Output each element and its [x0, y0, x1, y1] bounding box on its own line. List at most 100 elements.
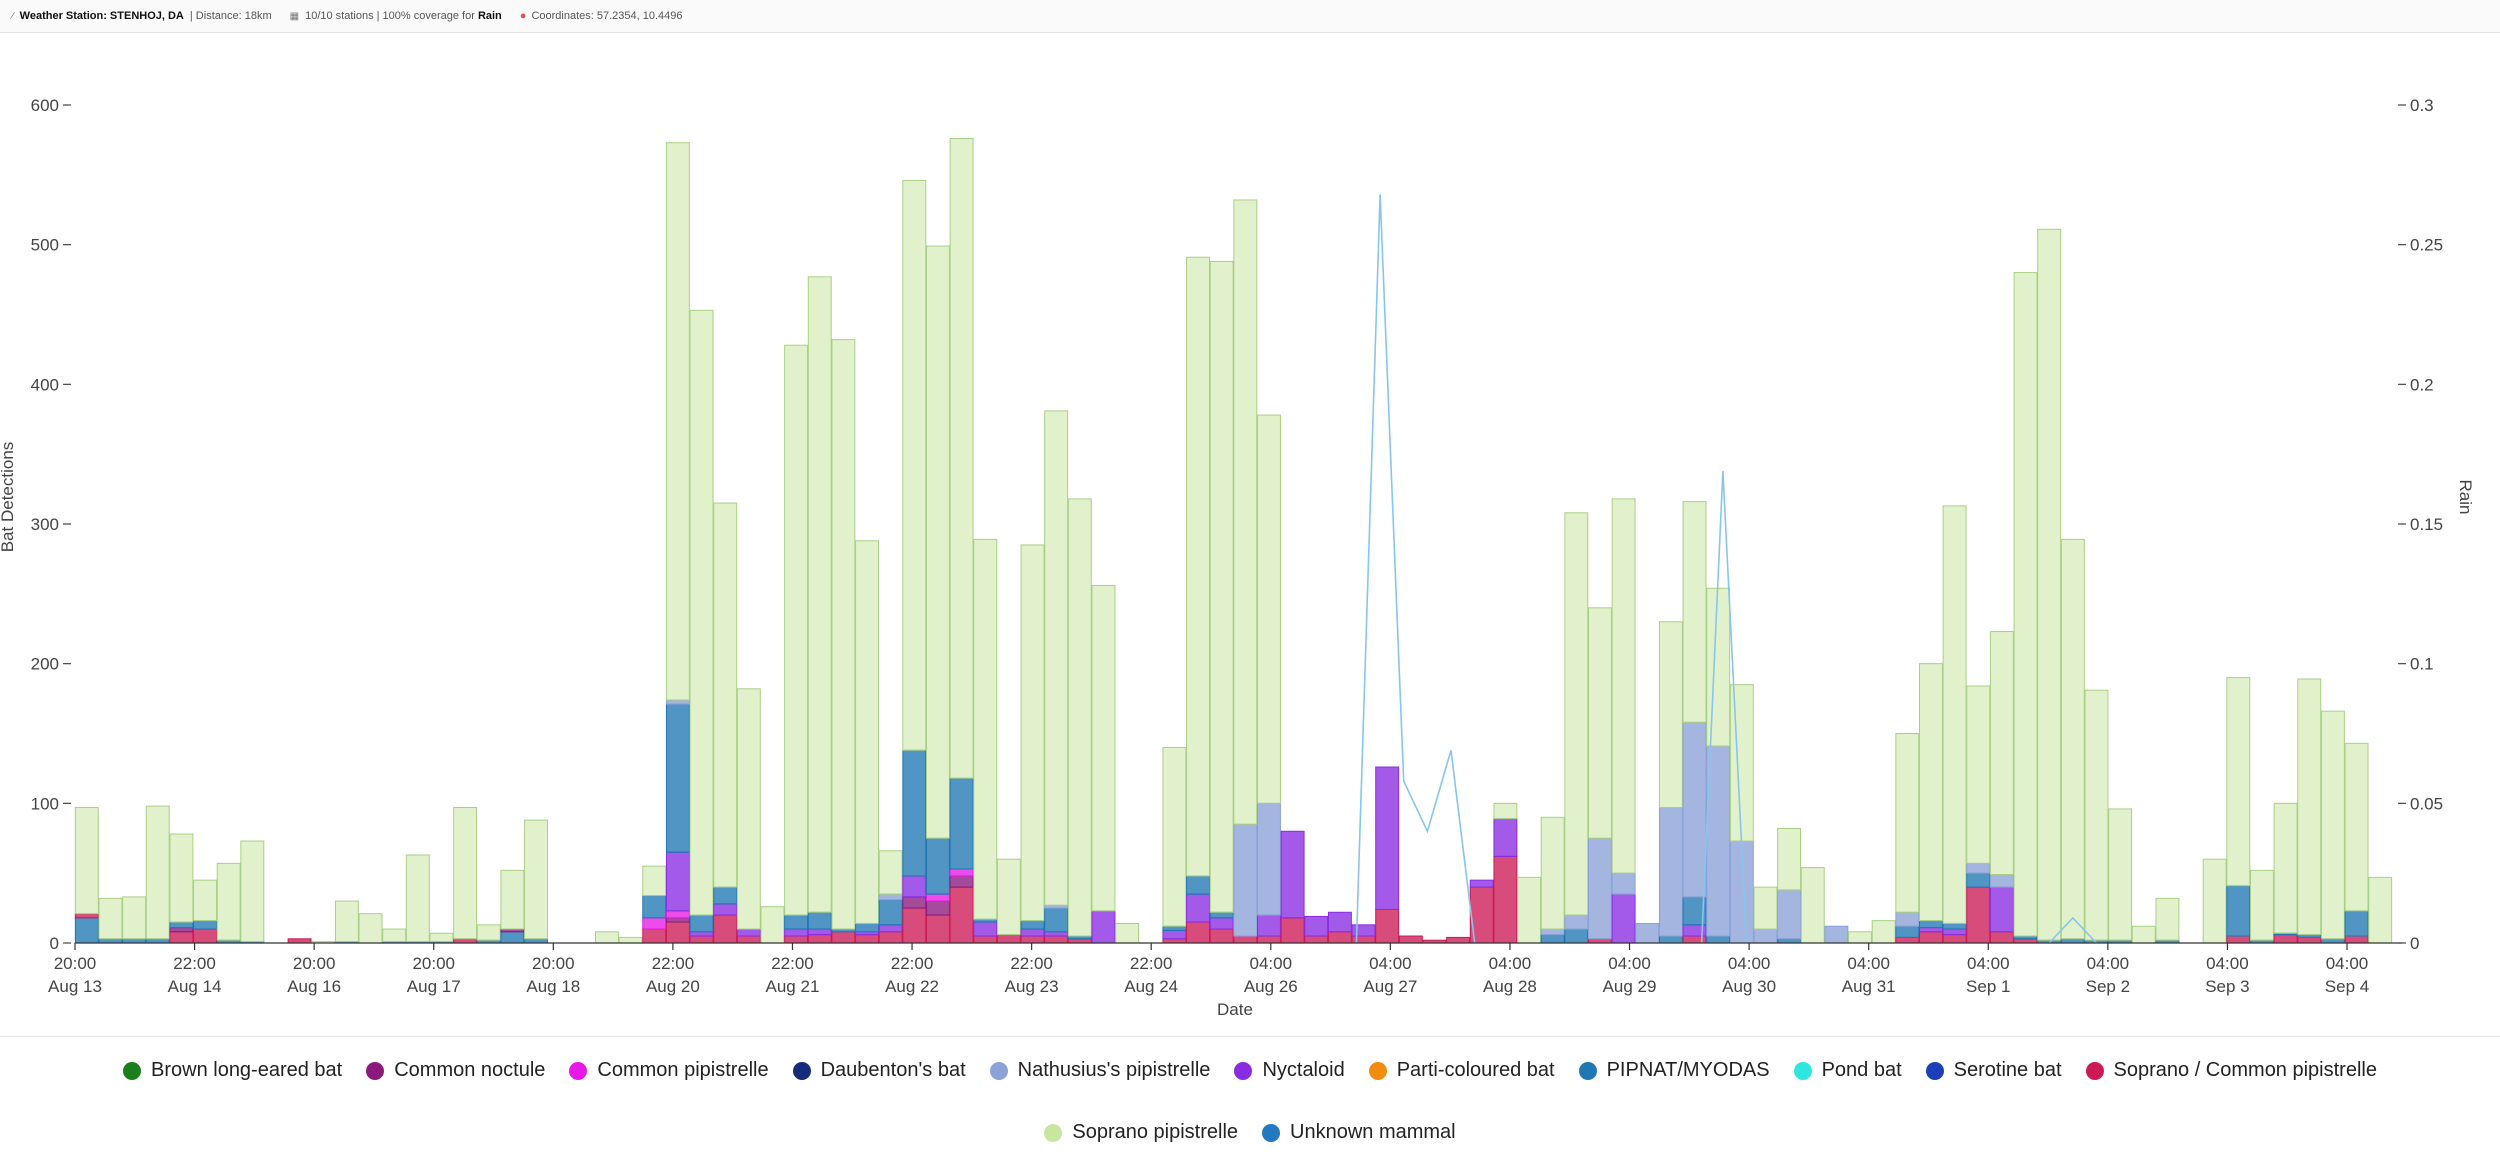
bar-nyctaloid	[1304, 915, 1329, 937]
bar-pipnat-myodas	[642, 895, 667, 919]
bar-pipnat-myodas	[926, 837, 950, 895]
legend-item-brown-long-eared-bat[interactable]: Brown long-eared bat	[123, 1059, 342, 1082]
y-tick-label: 200	[31, 655, 59, 674]
rain-line-layer	[1355, 194, 2098, 944]
legend-item-soprano-common-pipistrelle[interactable]: Soprano / Common pipistrelle	[2085, 1059, 2377, 1082]
legend-item-soprano-pipistrelle[interactable]: Soprano pipistrelle	[1044, 1121, 1238, 1144]
bar-soprano-pipistrelle	[1895, 733, 1920, 913]
bars-layer	[74, 138, 2393, 944]
bar-soprano-common-pipistrelle	[1375, 908, 1400, 944]
legend-label: Brown long-eared bat	[151, 1059, 343, 1081]
bar-soprano-pipistrelle	[1091, 584, 1116, 912]
bar-pipnat-myodas	[1020, 920, 1045, 930]
legend-label: Pond bat	[1821, 1059, 1902, 1081]
bar-nyctaloid	[902, 875, 927, 898]
legend-item-nathusius-s-pipistrelle[interactable]: Nathusius's pipistrelle	[989, 1059, 1210, 1082]
y-tick-label: 300	[31, 515, 59, 534]
bar-soprano-common-pipistrelle	[1186, 921, 1210, 944]
bar-soprano-pipistrelle	[1588, 607, 1612, 839]
bar-pipnat-myodas	[524, 938, 549, 944]
bar-soprano-pipistrelle	[216, 862, 241, 941]
bar-soprano-common-pipistrelle	[193, 928, 218, 944]
legend-item-parti-coloured-bat[interactable]: Parti-coloured bat	[1368, 1059, 1555, 1082]
legend-item-unknown-mammal[interactable]: Unknown mammal	[1262, 1121, 1456, 1144]
x-tick-time: 22:00	[652, 954, 695, 973]
legend-label: Serotine bat	[1953, 1059, 2062, 1081]
x-tick-time: 20:00	[54, 954, 97, 973]
bar-soprano-pipistrelle	[453, 807, 478, 940]
bar-common-noctule	[949, 875, 974, 888]
coverage-info: ▦ 10/10 stations | 100% coverage for Rai…	[290, 10, 502, 22]
bar-soprano-pipistrelle	[1209, 260, 1234, 913]
x-tick-time: 04:00	[1608, 954, 1651, 973]
x-tick-date: Aug 22	[885, 977, 939, 996]
bar-nathusius-s-pipistrelle	[1635, 922, 1660, 944]
y2-tick-label: 0	[2410, 934, 2419, 953]
legend-swatch	[1234, 1061, 1253, 1080]
bar-soprano-pipistrelle	[358, 913, 383, 944]
bar-soprano-pipistrelle	[1989, 631, 2014, 876]
legend-item-serotine-bat[interactable]: Serotine bat	[1925, 1059, 2062, 1082]
bar-pipnat-myodas	[2060, 938, 2085, 944]
bar-pipnat-myodas	[1044, 907, 1069, 933]
x-tick-time: 04:00	[2206, 954, 2249, 973]
bar-common-noctule	[169, 927, 194, 933]
bar-soprano-pipistrelle	[665, 142, 690, 701]
bar-soprano-pipistrelle	[2344, 742, 2369, 912]
bar-soprano-pipistrelle	[240, 840, 265, 943]
bar-pipnat-myodas	[784, 914, 809, 930]
bar-pipnat-myodas	[1942, 922, 1967, 930]
bat-detections-chart: 0 100 200 300 400 500 600 0 0.05 0.1 0.15 0.2 0.25 0.…	[0, 96, 2475, 1019]
x-tick-time: 04:00	[1847, 954, 1890, 973]
x-tick-time: 04:00	[1250, 954, 1293, 973]
bar-soprano-pipistrelle	[595, 931, 619, 944]
rain-line	[1355, 194, 1476, 944]
bar-pipnat-myodas	[74, 917, 99, 944]
x-tick-time: 20:00	[412, 954, 455, 973]
legend-item-nyctaloid[interactable]: Nyctaloid	[1234, 1059, 1345, 1082]
bar-soprano-common-pipistrelle	[1233, 935, 1258, 944]
rain-line	[1700, 470, 1748, 944]
bar-soprano-common-pipistrelle	[1351, 935, 1376, 944]
bar-nyctaloid	[689, 931, 714, 937]
bar-soprano-pipistrelle	[1800, 867, 1825, 944]
bar-soprano-pipistrelle	[1186, 256, 1210, 877]
y-tick-label: 0	[50, 934, 59, 953]
legend-item-pipnat-myodas[interactable]: PIPNAT/MYODAS	[1578, 1059, 1770, 1082]
bar-nathusius-s-pipistrelle	[1824, 925, 1849, 944]
bar-pipnat-myodas	[1777, 938, 1802, 944]
bar-soprano-pipistrelle	[334, 900, 359, 943]
bar-common-noctule	[926, 900, 950, 916]
bar-pipnat-myodas	[1919, 920, 1943, 929]
bar-soprano-pipistrelle	[1257, 414, 1281, 804]
bar-soprano-pipistrelle	[1067, 498, 1092, 937]
bar-soprano-pipistrelle	[1115, 922, 1140, 944]
y2-tick-label: 0.3	[2410, 96, 2434, 115]
bar-soprano-pipistrelle	[713, 502, 738, 888]
legend-label: Soprano / Common pipistrelle	[2113, 1059, 2377, 1081]
bar-pipnat-myodas	[2320, 938, 2345, 944]
bar-soprano-common-pipistrelle	[689, 935, 714, 944]
x-tick-date: Aug 29	[1603, 977, 1657, 996]
legend-item-daubenton-s-bat[interactable]: Daubenton's bat	[792, 1059, 966, 1082]
y2-tick-label: 0.15	[2410, 515, 2443, 534]
bar-soprano-pipistrelle	[2037, 228, 2062, 941]
bar-nathusius-s-pipistrelle	[878, 893, 903, 901]
bar-soprano-pipistrelle	[122, 896, 147, 940]
legend-swatch	[2085, 1061, 2104, 1080]
y2-tick-label: 0.25	[2410, 236, 2443, 255]
legend-item-common-pipistrelle[interactable]: Common pipistrelle	[569, 1059, 769, 1082]
y-tick-label: 400	[31, 375, 59, 394]
legend-item-pond-bat[interactable]: Pond bat	[1793, 1059, 1902, 1082]
bar-soprano-pipistrelle	[996, 858, 1021, 936]
bar-soprano-pipistrelle	[855, 540, 880, 924]
coordinates-info: ● Coordinates: 57.2354, 10.4496	[520, 10, 683, 22]
bar-pipnat-myodas	[98, 938, 123, 944]
bar-soprano-pipistrelle	[1020, 544, 1045, 922]
legend-swatch	[1925, 1061, 1944, 1080]
bar-pipnat-myodas	[122, 938, 147, 944]
legend-item-common-noctule[interactable]: Common noctule	[366, 1059, 545, 1082]
bar-soprano-pipistrelle	[169, 833, 194, 923]
bar-soprano-common-pipistrelle	[2297, 936, 2322, 944]
bar-soprano-common-pipistrelle	[1257, 935, 1281, 944]
